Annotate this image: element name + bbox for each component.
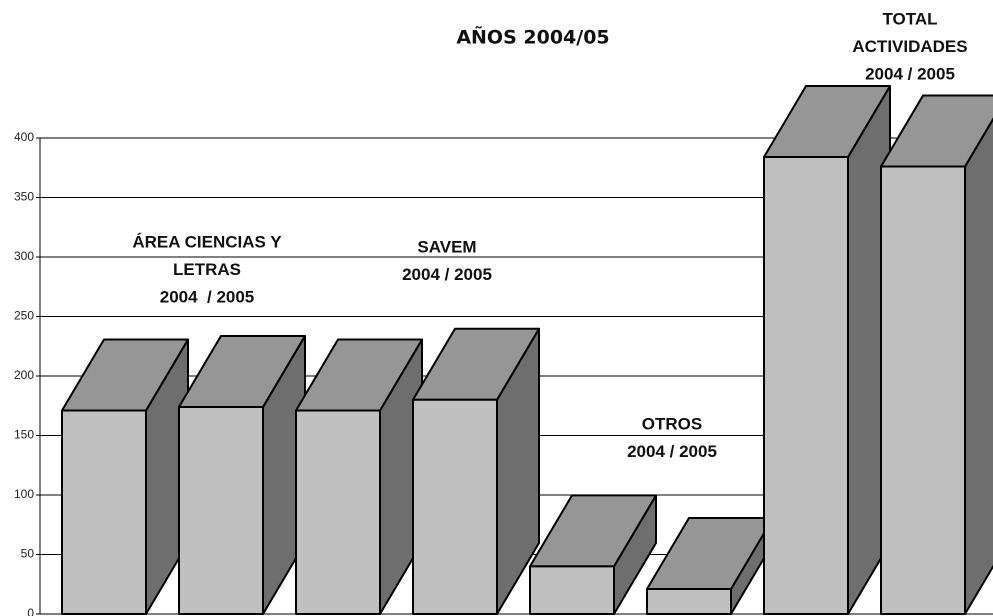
y-tick-label: 150 (14, 428, 34, 442)
y-tick-label: 0 (27, 606, 34, 616)
annotation: SAVEM (417, 237, 476, 256)
annotation: OTROS (642, 414, 702, 433)
bar (763, 156, 849, 615)
annotation: 2004 / 2005 (865, 64, 955, 83)
annotation: 2004 / 2005 (160, 287, 255, 306)
annotation: 2004 / 2005 (627, 442, 717, 461)
bar (178, 405, 264, 615)
bar (646, 588, 732, 616)
y-tick-label: 200 (14, 368, 34, 382)
y-tick-label: 400 (14, 130, 34, 144)
y-tick-label: 50 (21, 547, 35, 561)
annotation: ACTIVIDADES (852, 37, 967, 56)
bar (412, 398, 498, 615)
bar (61, 409, 147, 616)
bar (295, 409, 381, 616)
annotation: 2004 / 2005 (402, 265, 492, 284)
bar (529, 565, 615, 616)
y-tick-label: 350 (14, 190, 34, 204)
y-tick-label: 250 (14, 309, 34, 323)
chart-title: AÑOS 2004/05 (456, 25, 609, 49)
annotation: ÁREA CIENCIAS Y (132, 232, 282, 251)
bar (880, 165, 966, 615)
annotation: TOTAL (882, 9, 937, 28)
y-tick-label: 100 (14, 487, 34, 501)
annotation: LETRAS (173, 260, 241, 279)
y-tick-label: 300 (14, 249, 34, 263)
bar-side (964, 117, 993, 615)
